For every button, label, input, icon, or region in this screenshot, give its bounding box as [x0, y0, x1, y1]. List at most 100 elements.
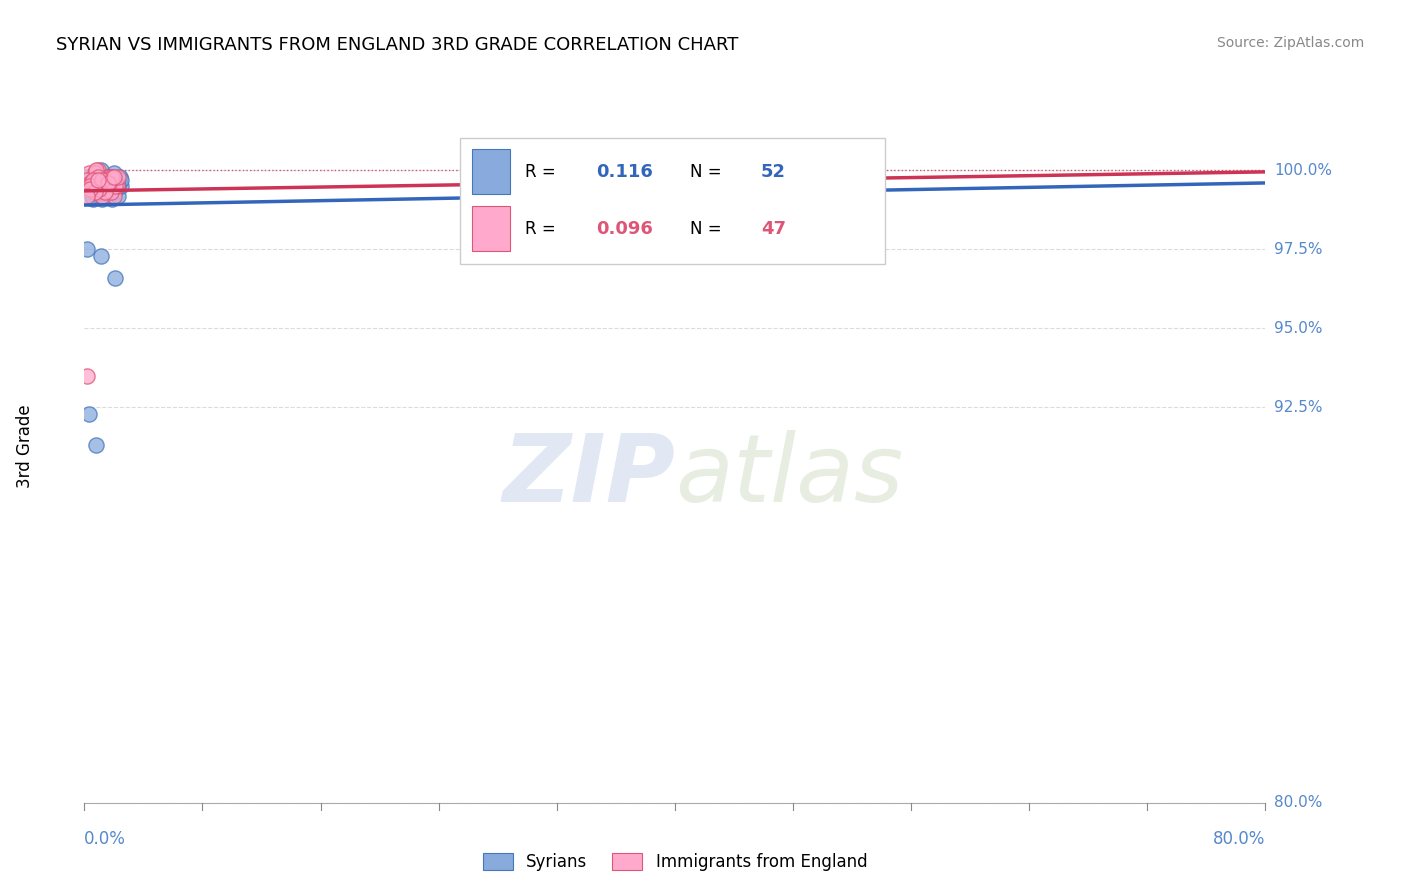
Point [87, 186, 111, 200]
Point [83, 166, 105, 180]
Point [98, 173, 121, 187]
Point [80, 188, 103, 202]
Point [91, 173, 114, 187]
Point [84, 179, 107, 194]
Point [97, 169, 120, 184]
Point [107, 179, 129, 194]
Text: N =: N = [690, 162, 727, 181]
Point [82, 192, 104, 206]
Point [101, 173, 124, 187]
Point [100, 186, 122, 200]
Point [76, 188, 98, 202]
Point [94, 176, 117, 190]
Point [107, 188, 129, 202]
Bar [472, 149, 509, 194]
Point [84, 438, 107, 452]
Point [101, 169, 124, 184]
Point [83, 173, 105, 187]
Point [100, 182, 122, 196]
Text: 92.5%: 92.5% [1274, 400, 1322, 415]
Text: 52: 52 [761, 162, 786, 181]
Point [84, 176, 107, 190]
Text: N =: N = [690, 219, 727, 238]
Point [77, 166, 100, 180]
Point [101, 192, 124, 206]
Point [79, 182, 101, 196]
Point [82, 173, 104, 187]
Point [97, 182, 120, 196]
Text: 0.116: 0.116 [596, 162, 652, 181]
Point [82, 182, 104, 196]
Text: R =: R = [524, 219, 561, 238]
Point [87, 176, 111, 190]
Point [91, 188, 114, 202]
Point [105, 179, 128, 194]
Point [107, 169, 129, 184]
Point [82, 176, 104, 190]
Point [103, 186, 125, 200]
Point [101, 169, 124, 184]
Point [77, 407, 100, 421]
Point [84, 188, 107, 202]
Point [86, 173, 108, 187]
Point [94, 176, 117, 190]
Point [94, 186, 117, 200]
Point [79, 173, 101, 187]
Point [103, 166, 125, 180]
Point [818, 163, 841, 178]
Point [79, 179, 101, 194]
Legend: Syrians, Immigrants from England: Syrians, Immigrants from England [477, 847, 873, 878]
Point [104, 179, 127, 194]
Point [80, 169, 103, 184]
Point [91, 173, 114, 187]
Text: Source: ZipAtlas.com: Source: ZipAtlas.com [1216, 36, 1364, 50]
Point [79, 179, 101, 194]
Text: SYRIAN VS IMMIGRANTS FROM ENGLAND 3RD GRADE CORRELATION CHART: SYRIAN VS IMMIGRANTS FROM ENGLAND 3RD GR… [56, 36, 738, 54]
Text: 97.5%: 97.5% [1274, 242, 1322, 257]
Text: R =: R = [524, 162, 561, 181]
Point [87, 182, 111, 196]
Point [84, 163, 107, 178]
Text: ZIP: ZIP [502, 430, 675, 522]
Point [108, 169, 131, 184]
Point [94, 186, 117, 200]
Point [91, 192, 114, 206]
Point [93, 173, 115, 187]
Point [97, 186, 120, 200]
Point [86, 176, 108, 190]
Point [91, 188, 114, 202]
Point [83, 166, 105, 180]
Point [83, 186, 105, 200]
Point [86, 179, 108, 194]
Point [90, 186, 112, 200]
Point [100, 179, 122, 194]
Point [100, 173, 122, 187]
Point [104, 182, 127, 196]
Point [103, 188, 125, 202]
Point [80, 176, 103, 190]
Bar [472, 206, 509, 252]
Point [76, 173, 98, 187]
Point [79, 182, 101, 196]
Point [110, 179, 132, 194]
Point [103, 169, 125, 184]
Point [86, 186, 108, 200]
Point [86, 169, 108, 184]
Text: 100.0%: 100.0% [1274, 163, 1331, 178]
Point [79, 176, 101, 190]
Point [97, 176, 120, 190]
Point [96, 169, 118, 184]
Text: 80.0%: 80.0% [1213, 830, 1265, 847]
Point [96, 179, 118, 194]
Point [83, 176, 105, 190]
Point [77, 179, 100, 194]
Point [76, 368, 98, 383]
Point [104, 270, 127, 285]
Point [76, 176, 98, 190]
Point [82, 173, 104, 187]
Point [75, 169, 97, 184]
Point [98, 186, 121, 200]
Point [93, 182, 115, 196]
Text: 0.096: 0.096 [596, 219, 652, 238]
FancyBboxPatch shape [460, 138, 886, 264]
